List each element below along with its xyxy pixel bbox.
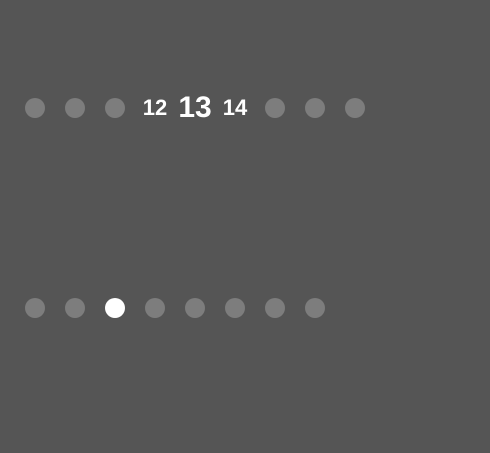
page-dot-9[interactable] [335, 88, 375, 128]
dot-icon [25, 298, 45, 318]
dot-pager-item-2[interactable] [55, 288, 95, 328]
page-dot-2[interactable] [55, 88, 95, 128]
dot-icon [145, 298, 165, 318]
page-dot-1[interactable] [15, 88, 55, 128]
page-number-label: 12 [142, 95, 168, 120]
dot-pager-item-7[interactable] [255, 288, 295, 328]
dot-icon [25, 98, 45, 118]
dot-pager-item-8[interactable] [295, 288, 335, 328]
dot-icon [65, 98, 85, 118]
dot-pager-item-3-active[interactable] [95, 288, 135, 328]
page-dot-3[interactable] [95, 88, 135, 128]
page-number-14[interactable]: 14 [215, 88, 255, 128]
page-number-12[interactable]: 12 [135, 88, 175, 128]
dot-pager-item-5[interactable] [175, 288, 215, 328]
dot-icon [225, 298, 245, 318]
dot-icon [305, 98, 325, 118]
page-number-label: 14 [222, 95, 248, 120]
dot-icon [265, 298, 285, 318]
dot-pager-item-6[interactable] [215, 288, 255, 328]
dot-pager-item-4[interactable] [135, 288, 175, 328]
page-number-13-current[interactable]: 13 [175, 88, 215, 128]
dot-icon [65, 298, 85, 318]
dot-pager-item-1[interactable] [15, 288, 55, 328]
dot-icon [185, 298, 205, 318]
current-page-number-label: 13 [178, 91, 212, 124]
dot-icon [265, 98, 285, 118]
dot-icon [305, 298, 325, 318]
page-dot-8[interactable] [295, 88, 335, 128]
dot-icon [105, 98, 125, 118]
page-dot-7[interactable] [255, 88, 295, 128]
dot-icon [345, 98, 365, 118]
active-dot-icon [105, 298, 125, 318]
